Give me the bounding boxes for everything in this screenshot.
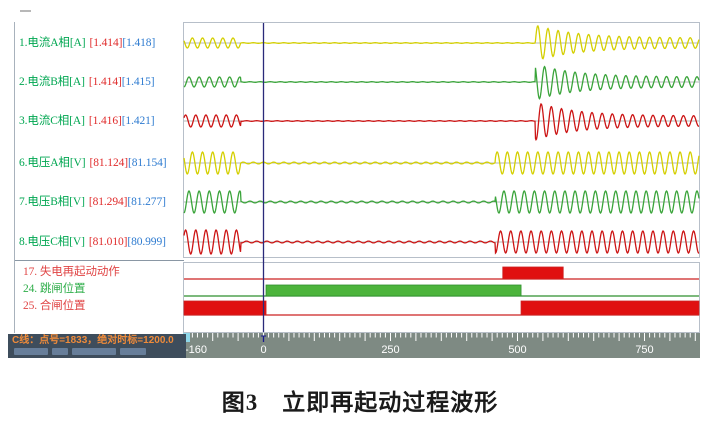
trigger-marker[interactable]: T xyxy=(261,334,267,344)
analog-channel-row-3[interactable]: 3.电流C相[A] [1.416][1.421] xyxy=(15,113,185,129)
analog-channel-row-1[interactable]: 1.电流A相[A] [1.414][1.418] xyxy=(15,35,185,51)
channel-value-secondary: [81.154] xyxy=(127,157,167,169)
ruler-tick-label: 0 xyxy=(260,344,266,356)
channel-value-secondary: [1.415] xyxy=(121,76,155,88)
channel-value-primary: [81.124] xyxy=(89,157,129,169)
digital-channel-label: 17. 失电再起动动作 xyxy=(23,266,120,278)
digital-pulse xyxy=(183,300,267,316)
analog-channel-row-2[interactable]: 2.电流B相[A] [1.414][1.415] xyxy=(15,74,185,90)
channel-value-primary: [1.414] xyxy=(89,37,123,49)
channel-name-label: 8.电压C相[V] xyxy=(19,236,85,248)
analog-channel-row-6[interactable]: 6.电压A相[V] [81.124][81.154] xyxy=(15,155,185,171)
figure-caption: 图3 立即再起动过程波形 xyxy=(221,390,499,415)
channel-value-primary: [1.414] xyxy=(88,76,122,88)
analog-channel-row-8[interactable]: 8.电压C相[V] [81.010][80.999] xyxy=(15,234,185,250)
channel-value-secondary: [1.421] xyxy=(121,115,155,127)
digital-channel-label: 25. 合闸位置 xyxy=(23,300,86,312)
ruler-tick-label: 250 xyxy=(381,344,399,356)
digital-channel-row-24[interactable]: 24. 跳闸位置 xyxy=(15,281,189,297)
waveform-trace xyxy=(183,190,700,214)
ruler-tick-label: 750 xyxy=(635,344,653,356)
digital-panel xyxy=(183,262,700,333)
analog-channel-row-7[interactable]: 7.电压B相[V] [81.294][81.277] xyxy=(15,194,185,210)
channel-value-primary: [81.294] xyxy=(88,196,128,208)
channel-name-label: 2.电流B相[A] xyxy=(19,76,85,88)
channel-value-secondary: [81.277] xyxy=(127,196,166,208)
status-secondary-text xyxy=(14,348,150,356)
ruler-tick-label: 500 xyxy=(508,344,526,356)
section-divider xyxy=(15,260,184,261)
time-ruler[interactable]: -160 0 250 500 750 T xyxy=(183,333,700,358)
channel-name-label: 6.电压A相[V] xyxy=(19,157,86,169)
channel-list: 1.电流A相[A] [1.414][1.418] 2.电流B相[A] [1.414]… xyxy=(14,22,184,333)
waveform-trace xyxy=(183,229,700,255)
waveform-trace xyxy=(183,25,700,60)
digital-channel-row-17[interactable]: 17. 失电再起动动作 xyxy=(15,264,189,280)
waveform-plot[interactable] xyxy=(183,22,700,333)
window-artifact xyxy=(20,10,31,12)
waveform-trace xyxy=(183,151,700,175)
channel-name-label: 1.电流A相[A] xyxy=(19,37,86,49)
channel-value-primary: [1.416] xyxy=(88,115,122,127)
ruler-tick-label: -160 xyxy=(185,344,207,356)
channel-name-label: 3.电流C相[A] xyxy=(19,115,85,127)
waveform-trace xyxy=(183,103,700,141)
status-bar: C线：点号=1833，绝对时标=1200.0 xyxy=(8,334,186,358)
channel-name-label: 7.电压B相[V] xyxy=(19,196,85,208)
digital-pulse xyxy=(265,284,522,297)
channel-value-secondary: [80.999] xyxy=(127,236,166,248)
channel-value-primary: [81.010] xyxy=(88,236,128,248)
digital-channel-row-25[interactable]: 25. 合闸位置 xyxy=(15,298,189,314)
waveform-trace xyxy=(183,65,700,100)
analog-panel xyxy=(183,22,700,258)
channel-value-secondary: [1.418] xyxy=(122,37,156,49)
digital-pulse xyxy=(520,300,700,316)
begin-marker[interactable] xyxy=(183,333,190,342)
digital-channel-label: 24. 跳闸位置 xyxy=(23,283,86,295)
digital-pulse xyxy=(502,266,564,280)
status-text: C线：点号=1833，绝对时标=1200.0 xyxy=(12,335,174,346)
